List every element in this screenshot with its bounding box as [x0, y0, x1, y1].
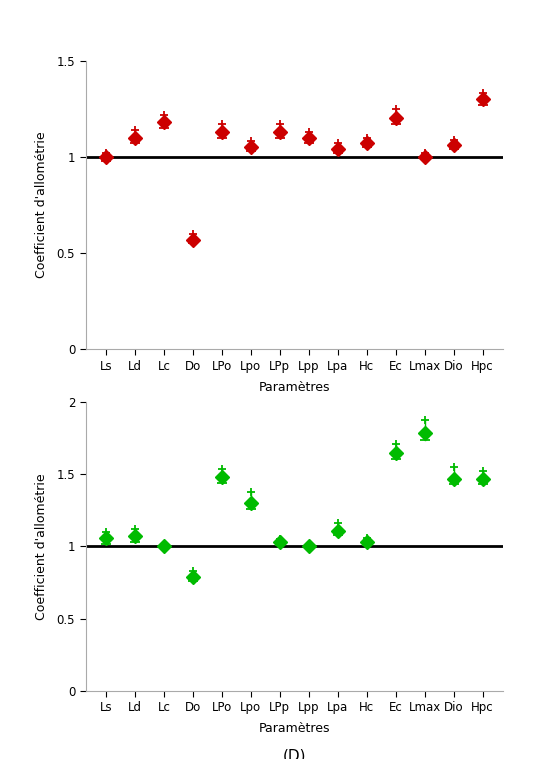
Y-axis label: Coefficient d'allométrie: Coefficient d'allométrie	[35, 131, 48, 279]
X-axis label: Paramètres: Paramètres	[258, 723, 330, 735]
Text: (C): (C)	[283, 407, 305, 422]
Y-axis label: Coefficient d'allométrie: Coefficient d'allométrie	[35, 473, 48, 620]
Text: (D): (D)	[282, 748, 306, 759]
X-axis label: Paramètres: Paramètres	[258, 381, 330, 394]
